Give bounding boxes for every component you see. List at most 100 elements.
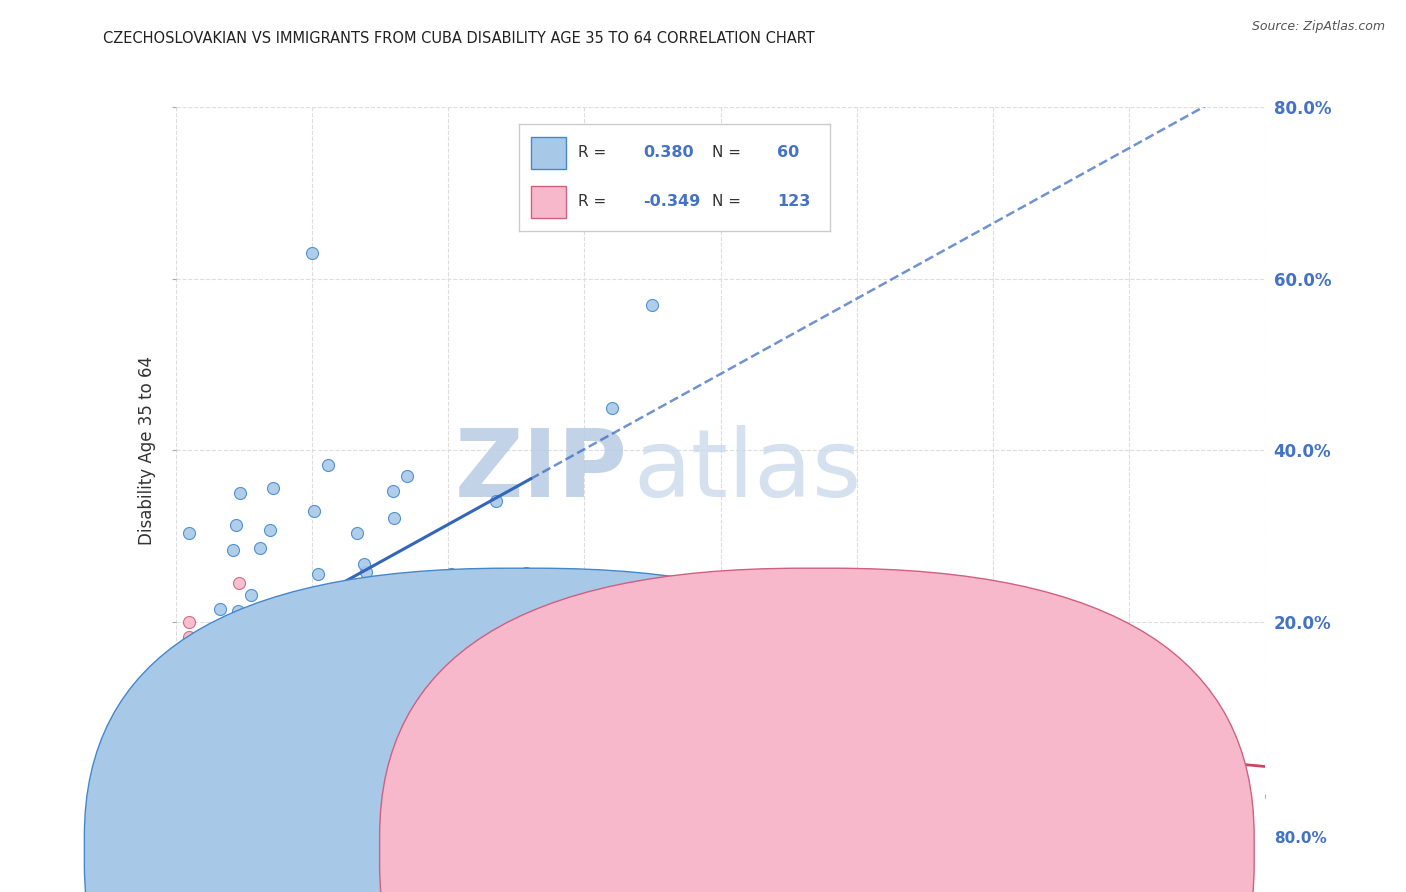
Point <box>484 640 506 655</box>
Point <box>305 642 328 657</box>
Point <box>263 660 285 674</box>
Point <box>370 680 392 694</box>
Point <box>373 612 395 626</box>
Point <box>430 664 453 678</box>
Point <box>321 618 343 632</box>
Point <box>229 486 252 500</box>
Point <box>485 653 508 667</box>
Point <box>374 644 396 658</box>
Point <box>277 658 299 673</box>
Point <box>399 697 422 711</box>
Point <box>486 662 509 676</box>
Point <box>195 677 218 691</box>
Point <box>477 721 499 735</box>
Point <box>437 657 460 671</box>
Point <box>318 458 340 472</box>
Point <box>214 690 236 705</box>
Point <box>316 665 339 679</box>
Point <box>588 693 610 707</box>
Point <box>277 641 299 656</box>
Point <box>347 733 370 747</box>
Point <box>197 728 219 742</box>
Point <box>402 644 425 658</box>
Point <box>392 731 415 746</box>
Point <box>179 698 201 712</box>
Point <box>211 638 233 652</box>
Point <box>384 676 406 690</box>
Point <box>221 692 243 706</box>
Point <box>464 700 486 714</box>
Point <box>188 682 211 697</box>
Point <box>420 665 443 679</box>
Point <box>311 664 333 678</box>
Point <box>271 702 294 716</box>
Point <box>697 716 720 731</box>
Point <box>426 715 449 730</box>
Point <box>179 649 201 664</box>
Point <box>381 717 404 731</box>
Point <box>214 653 236 667</box>
Point <box>342 657 364 671</box>
Point <box>444 668 467 682</box>
Point <box>280 681 302 696</box>
Point <box>430 647 453 661</box>
Point <box>179 660 201 674</box>
Point <box>478 651 501 665</box>
Point <box>377 642 399 657</box>
Point <box>475 677 498 691</box>
Point <box>187 725 209 739</box>
Point <box>236 711 259 725</box>
Point <box>222 543 245 558</box>
Point <box>179 615 201 629</box>
Point <box>495 668 517 682</box>
Point <box>197 638 219 652</box>
Point <box>602 700 624 714</box>
Point <box>381 630 404 644</box>
Point <box>276 649 298 664</box>
Point <box>631 731 654 745</box>
Point <box>280 665 302 680</box>
Point <box>450 683 472 698</box>
Point <box>443 670 465 684</box>
Point <box>381 651 404 665</box>
Point <box>485 494 508 508</box>
Point <box>281 708 304 723</box>
Point <box>297 666 319 681</box>
Text: 0.0%: 0.0% <box>103 831 145 846</box>
Point <box>228 576 250 591</box>
Point <box>641 297 664 311</box>
Point <box>344 704 367 718</box>
Point <box>579 697 602 711</box>
Point <box>600 186 623 200</box>
Point <box>179 655 201 669</box>
Text: ZIP: ZIP <box>456 425 628 517</box>
Point <box>228 643 250 657</box>
Point <box>231 682 253 697</box>
Point <box>302 504 325 518</box>
Point <box>226 604 249 618</box>
Point <box>340 715 363 730</box>
Text: CZECHOSLOVAKIAN VS IMMIGRANTS FROM CUBA DISABILITY AGE 35 TO 64 CORRELATION CHAR: CZECHOSLOVAKIAN VS IMMIGRANTS FROM CUBA … <box>103 31 814 46</box>
Point <box>249 541 271 555</box>
Point <box>347 699 370 714</box>
Point <box>356 566 378 580</box>
Point <box>311 629 333 643</box>
Point <box>179 667 201 681</box>
Point <box>214 720 236 734</box>
Point <box>326 603 349 617</box>
Point <box>505 691 527 706</box>
Point <box>315 656 337 670</box>
Point <box>179 710 201 724</box>
Point <box>596 712 619 726</box>
Point <box>343 687 366 701</box>
Point <box>475 692 498 706</box>
Point <box>453 661 475 675</box>
Point <box>179 647 201 661</box>
Point <box>515 566 537 580</box>
Point <box>292 654 315 668</box>
Point <box>450 682 472 697</box>
Point <box>204 706 226 721</box>
Point <box>382 511 405 525</box>
Point <box>416 645 439 659</box>
Point <box>398 654 420 668</box>
